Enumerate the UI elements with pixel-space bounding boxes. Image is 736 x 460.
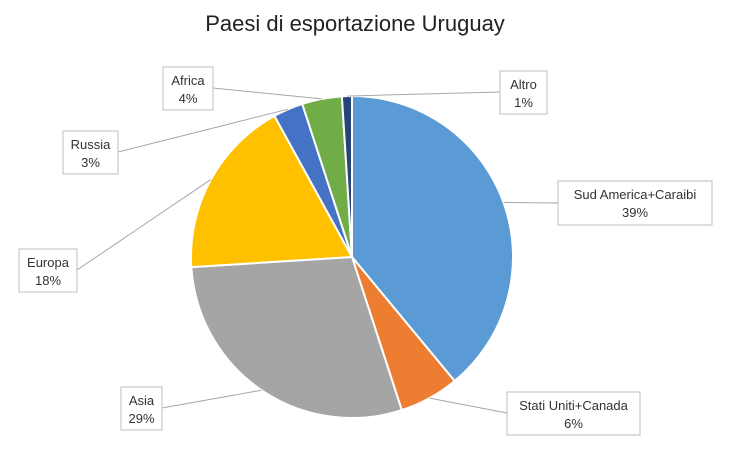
leader-line: [212, 87, 322, 100]
data-label-value: 1%: [514, 95, 533, 110]
data-label-value: 6%: [564, 416, 583, 431]
data-label-name: Sud America+Caraibi: [574, 187, 697, 202]
leader-lines: [76, 87, 559, 414]
data-label-box: [120, 386, 163, 431]
data-label-value: 3%: [81, 155, 100, 170]
data-label-name: Russia: [71, 137, 112, 152]
leader-line: [161, 389, 262, 409]
data-label: Russia 3%: [62, 130, 119, 175]
data-label-box: [557, 180, 713, 226]
pie-slice-sud-america-caraibi: [351, 94, 514, 383]
pie-slices: [190, 94, 514, 419]
leader-line: [76, 178, 212, 271]
data-label-box: [499, 70, 548, 115]
pie-slice-asia: [190, 255, 404, 419]
data-label: Europa 18%: [18, 248, 78, 293]
data-label-name: Asia: [129, 393, 155, 408]
data-label: Asia 29%: [120, 386, 163, 431]
data-label: Altro 1%: [499, 70, 548, 115]
data-label-name: Europa: [27, 255, 70, 270]
leader-line: [429, 397, 508, 414]
data-label-name: Africa: [171, 73, 205, 88]
data-label-value: 4%: [179, 91, 198, 106]
data-label-box: [18, 248, 78, 293]
data-label-box: [162, 66, 214, 111]
leader-line: [346, 91, 501, 97]
data-label: Sud America+Caraibi 39%: [557, 180, 713, 226]
data-label-value: 29%: [128, 411, 154, 426]
leader-line: [117, 108, 289, 153]
data-label-value: 39%: [622, 205, 648, 220]
data-label-name: Stati Uniti+Canada: [519, 398, 629, 413]
data-label-value: 18%: [35, 273, 61, 288]
data-label: Africa 4%: [162, 66, 214, 111]
data-label-box: [62, 130, 119, 175]
data-label-box: [506, 391, 641, 436]
leader-line: [503, 202, 559, 204]
data-label-name: Altro: [510, 77, 537, 92]
data-label: Stati Uniti+Canada 6%: [506, 391, 641, 436]
data-labels: Sud America+Caraibi 39% Stati Uniti+Canada…: [18, 66, 713, 436]
chart-title: Paesi di esportazione Uruguay: [205, 11, 505, 36]
